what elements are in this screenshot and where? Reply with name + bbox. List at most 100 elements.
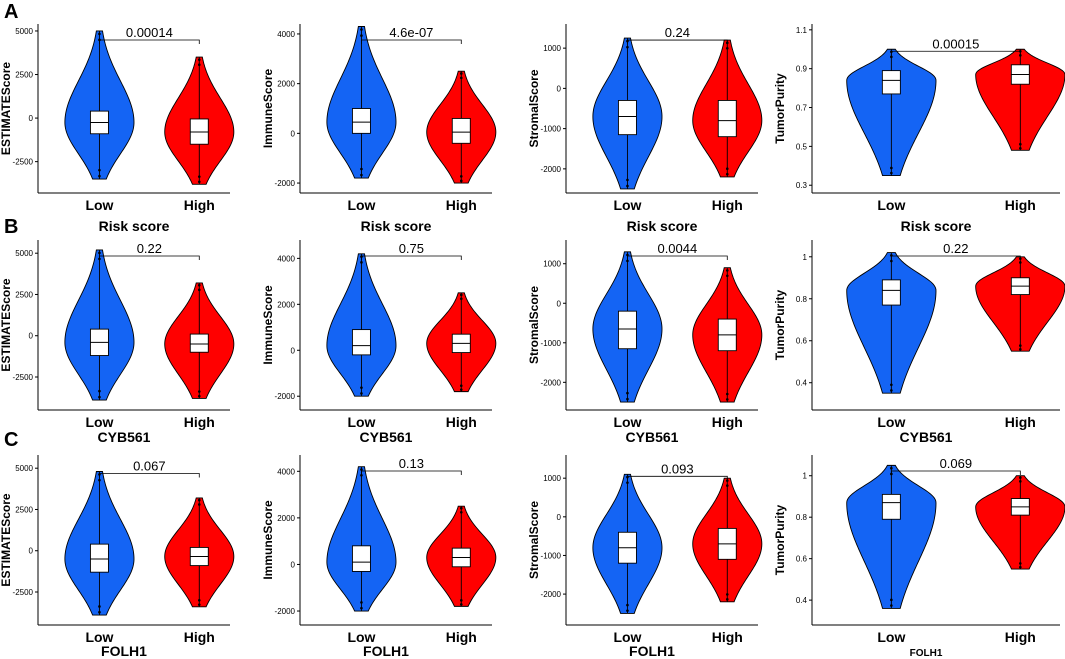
y-tick-label-b4-1: 0.6: [796, 337, 808, 346]
y-axis-label-c4: TumorPurity: [773, 504, 787, 575]
outlier-low-a1-1: [98, 168, 101, 172]
y-tick-label-a2-2: 2000: [277, 80, 295, 89]
box-low-a2: [351, 108, 371, 134]
x-axis-label-b3: CYB561: [626, 429, 679, 445]
outlier-high-b2-3: [459, 293, 463, 297]
y-axis-label-a3: StromalScore: [527, 69, 541, 147]
y-tick-label-a1-2: 2500: [15, 71, 33, 80]
plot-b4: Low High 0.4 0.6 0.8 1 TumorPurity CYB561 0.22: [773, 240, 1065, 445]
y-tick-label-c4-1: 0.6: [796, 555, 808, 564]
x-tick-label-low-a3: Low: [613, 197, 641, 213]
box-low-b3: [617, 310, 637, 350]
y-tick-label-c4-0: 0.4: [796, 596, 808, 605]
x-tick-label-low-c4: Low: [877, 629, 905, 645]
p-value-label-a2: 4.6e-07: [389, 25, 433, 40]
plot-b2: Low High -2000 0 2000 4000 ImmuneScore CYB561 0.…: [261, 240, 497, 445]
outlier-high-b2-2: [459, 297, 463, 301]
y-tick-label-c2-0: -2000: [275, 607, 296, 616]
outlier-low-a4-0: [890, 171, 893, 175]
p-value-label-c3: 0.093: [661, 461, 694, 476]
outlier-high-b2-1: [459, 384, 463, 387]
outlier-high-b4-2: [1019, 261, 1022, 264]
outlier-high-c3-1: [725, 593, 729, 596]
outlier-high-a3-0: [725, 172, 729, 176]
p-value-label-a3: 0.24: [665, 25, 690, 40]
outlier-low-b4-0: [890, 389, 893, 392]
outlier-low-c4-1: [890, 598, 893, 602]
y-axis-label-a2: ImmuneScore: [261, 68, 275, 148]
x-axis-label-a1: Risk score: [99, 218, 170, 234]
y-tick-label-c3-0: -2000: [541, 590, 562, 599]
outlier-low-b3-1: [626, 391, 629, 395]
significance-bracket-a1: [99, 39, 200, 44]
x-tick-label-low-b3: Low: [613, 414, 641, 430]
plot-a3: Low High -2000 -1000 0 1000 StromalScore Risk s…: [527, 24, 763, 234]
outlier-low-a3-1: [626, 178, 629, 182]
y-tick-label-c2-3: 4000: [277, 467, 295, 476]
box-low-c2: [351, 545, 371, 572]
outlier-high-a2-3: [459, 72, 463, 75]
y-axis-label-c2: ImmuneScore: [261, 500, 275, 580]
outlier-low-a1-3: [98, 32, 101, 36]
x-axis-label-a4: Risk score: [901, 218, 972, 234]
x-tick-label-low-a1: Low: [85, 197, 113, 213]
outlier-high-b3-1: [725, 392, 729, 396]
y-axis-label-b3: StromalScore: [527, 286, 541, 364]
y-tick-label-a4-3: 0.9: [796, 65, 808, 74]
plot-c2: Low High -2000 0 2000 4000 ImmuneScore FOLH1 0.1…: [261, 455, 497, 659]
x-tick-label-high-a1: High: [184, 197, 215, 213]
x-tick-label-high-b3: High: [712, 414, 743, 430]
y-axis-label-c3: StromalScore: [527, 501, 541, 579]
box-high-a3: [717, 100, 737, 138]
x-axis-label-a2: Risk score: [361, 218, 432, 234]
significance-bracket-c3: [627, 475, 728, 481]
y-tick-label-b3-2: 0: [557, 299, 562, 308]
outlier-low-a2-0: [360, 173, 363, 177]
outlier-low-a3-0: [626, 184, 629, 188]
outlier-high-c1-1: [197, 599, 201, 602]
y-tick-label-b2-2: 2000: [277, 300, 295, 309]
y-tick-label-a2-3: 4000: [277, 30, 295, 39]
y-axis-label-a1: ESTIMATEScore: [0, 62, 13, 155]
significance-bracket-c4: [890, 470, 1021, 475]
p-value-label-a4: 0.00015: [932, 36, 979, 51]
x-tick-label-low-a2: Low: [347, 197, 375, 213]
significance-bracket-b1: [99, 255, 200, 260]
outlier-low-c3-2: [626, 481, 629, 484]
outlier-high-c1-0: [197, 603, 201, 606]
y-tick-label-a4-0: 0.3: [796, 181, 808, 190]
y-tick-label-a1-3: 5000: [15, 27, 33, 36]
y-tick-label-c3-2: 0: [557, 513, 562, 522]
outlier-high-a4-0: [1019, 146, 1022, 150]
y-tick-label-b3-1: -1000: [541, 339, 562, 348]
p-value-label-b3: 0.0044: [657, 241, 697, 256]
y-axis-label-c1: ESTIMATEScore: [0, 493, 13, 586]
x-tick-label-high-b4: High: [1005, 414, 1036, 430]
y-tick-label-b4-3: 1: [803, 253, 808, 262]
outlier-low-b2-1: [360, 386, 363, 389]
y-tick-label-a2-1: 0: [291, 129, 296, 138]
x-tick-label-high-a2: High: [446, 197, 477, 213]
x-axis-label-c4: FOLH1: [910, 648, 943, 659]
y-tick-label-b4-2: 0.8: [796, 295, 808, 304]
outlier-high-b1-2: [197, 288, 201, 292]
x-tick-label-high-c4: High: [1005, 629, 1036, 645]
outlier-high-a3-1: [725, 167, 729, 170]
outlier-low-c4-3: [890, 466, 893, 470]
y-tick-label-b3-3: 1000: [543, 260, 561, 269]
outlier-high-b2-0: [459, 388, 463, 391]
plot-c1: Low High -2500 0 2500 5000 ESTIMATEScore FOLH1 0…: [0, 455, 235, 659]
x-tick-label-low-b1: Low: [85, 414, 113, 430]
x-tick-label-low-b2: Low: [347, 414, 375, 430]
panel-label-b: B: [4, 216, 18, 238]
outlier-high-b1-0: [197, 394, 201, 398]
panel-label-c: C: [4, 429, 18, 451]
outlier-low-b4-2: [890, 259, 893, 263]
p-value-label-c4: 0.069: [940, 456, 973, 471]
outlier-low-c2-3: [360, 468, 363, 471]
box-low-c4: [881, 493, 901, 520]
significance-bracket-b4: [890, 255, 1021, 260]
outlier-high-a2-2: [459, 76, 463, 80]
y-axis-label-b4: TumorPurity: [773, 289, 787, 360]
outlier-high-a1-0: [197, 180, 201, 184]
